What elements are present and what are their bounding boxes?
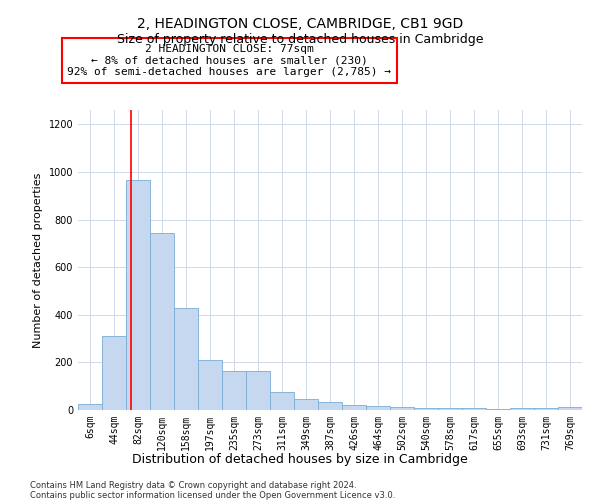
Bar <box>270 392 294 410</box>
Text: Size of property relative to detached houses in Cambridge: Size of property relative to detached ho… <box>117 32 483 46</box>
Bar <box>318 402 342 410</box>
Bar <box>438 408 462 410</box>
Bar <box>78 404 102 410</box>
Bar <box>558 407 582 410</box>
Bar <box>126 180 150 410</box>
Y-axis label: Number of detached properties: Number of detached properties <box>33 172 43 348</box>
Bar <box>510 408 534 410</box>
Bar <box>174 308 198 410</box>
Bar <box>198 360 222 410</box>
Bar <box>222 370 246 410</box>
Bar <box>486 409 510 410</box>
Bar <box>390 407 414 410</box>
Text: Distribution of detached houses by size in Cambridge: Distribution of detached houses by size … <box>132 452 468 466</box>
Bar <box>150 232 174 410</box>
Bar <box>462 408 486 410</box>
Bar <box>414 408 438 410</box>
Text: 2 HEADINGTON CLOSE: 77sqm
← 8% of detached houses are smaller (230)
92% of semi-: 2 HEADINGTON CLOSE: 77sqm ← 8% of detach… <box>67 44 391 77</box>
Text: 2, HEADINGTON CLOSE, CAMBRIDGE, CB1 9GD: 2, HEADINGTON CLOSE, CAMBRIDGE, CB1 9GD <box>137 18 463 32</box>
Bar <box>246 370 270 410</box>
Bar <box>294 399 318 410</box>
Text: Contains public sector information licensed under the Open Government Licence v3: Contains public sector information licen… <box>30 491 395 500</box>
Text: Contains HM Land Registry data © Crown copyright and database right 2024.: Contains HM Land Registry data © Crown c… <box>30 481 356 490</box>
Bar <box>534 408 558 410</box>
Bar <box>102 336 126 410</box>
Bar <box>342 405 366 410</box>
Bar <box>366 406 390 410</box>
